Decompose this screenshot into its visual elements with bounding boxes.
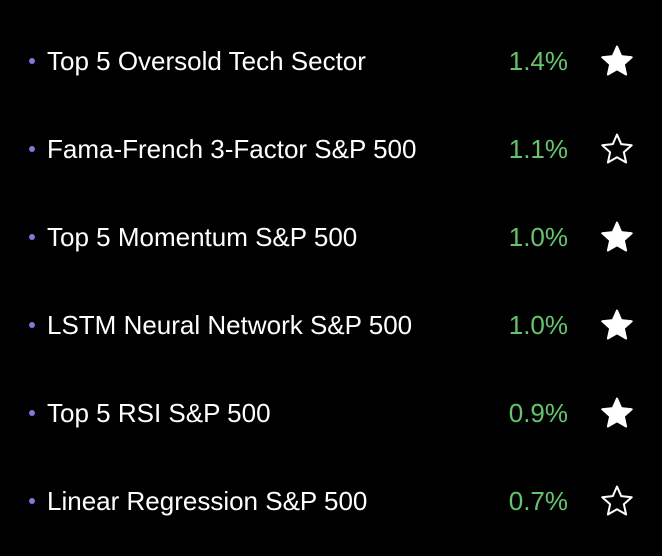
favorite-star[interactable] xyxy=(599,307,635,343)
bullet xyxy=(29,58,35,64)
list-row[interactable]: LSTM Neural Network S&P 500 1.0% xyxy=(0,281,662,369)
star-shape xyxy=(601,309,633,340)
star-shape xyxy=(601,485,633,516)
strategy-name: Top 5 RSI S&P 500 xyxy=(47,398,271,428)
bullet xyxy=(29,322,35,328)
bullet xyxy=(29,234,35,240)
bullet xyxy=(29,146,35,152)
star-shape xyxy=(601,45,633,76)
list-row[interactable]: Linear Regression S&P 500 0.7% xyxy=(0,457,662,545)
strategy-name: Top 5 Oversold Tech Sector xyxy=(47,46,366,76)
percent-change: 1.1% xyxy=(508,134,568,164)
favorite-star[interactable] xyxy=(599,219,635,255)
list-row[interactable]: Top 5 Momentum S&P 500 1.0% xyxy=(0,193,662,281)
percent-change: 0.9% xyxy=(508,398,568,428)
favorite-star[interactable] xyxy=(599,131,635,167)
star-shape xyxy=(601,221,633,252)
favorite-star[interactable] xyxy=(599,43,635,79)
strategy-name: Fama-French 3-Factor S&P 500 xyxy=(47,134,417,164)
strategy-list: Top 5 Oversold Tech Sector 1.4% Fama-Frenc… xyxy=(0,17,662,545)
percent-change: 1.4% xyxy=(508,46,568,76)
list-row[interactable]: Fama-French 3-Factor S&P 500 1.1% xyxy=(0,105,662,193)
bullet xyxy=(29,498,35,504)
strategy-name: LSTM Neural Network S&P 500 xyxy=(47,310,413,340)
strategy-name: Top 5 Momentum S&P 500 xyxy=(47,222,358,252)
percent-change: 1.0% xyxy=(508,310,568,340)
bullet xyxy=(29,410,35,416)
list-row[interactable]: Top 5 Oversold Tech Sector 1.4% xyxy=(0,17,662,105)
star-shape xyxy=(601,397,633,428)
percent-change: 0.7% xyxy=(508,486,568,516)
star-shape xyxy=(601,133,633,164)
favorite-star[interactable] xyxy=(599,483,635,519)
favorite-star[interactable] xyxy=(599,395,635,431)
percent-change: 1.0% xyxy=(508,222,568,252)
list-row[interactable]: Top 5 RSI S&P 500 0.9% xyxy=(0,369,662,457)
strategy-name: Linear Regression S&P 500 xyxy=(47,486,368,516)
